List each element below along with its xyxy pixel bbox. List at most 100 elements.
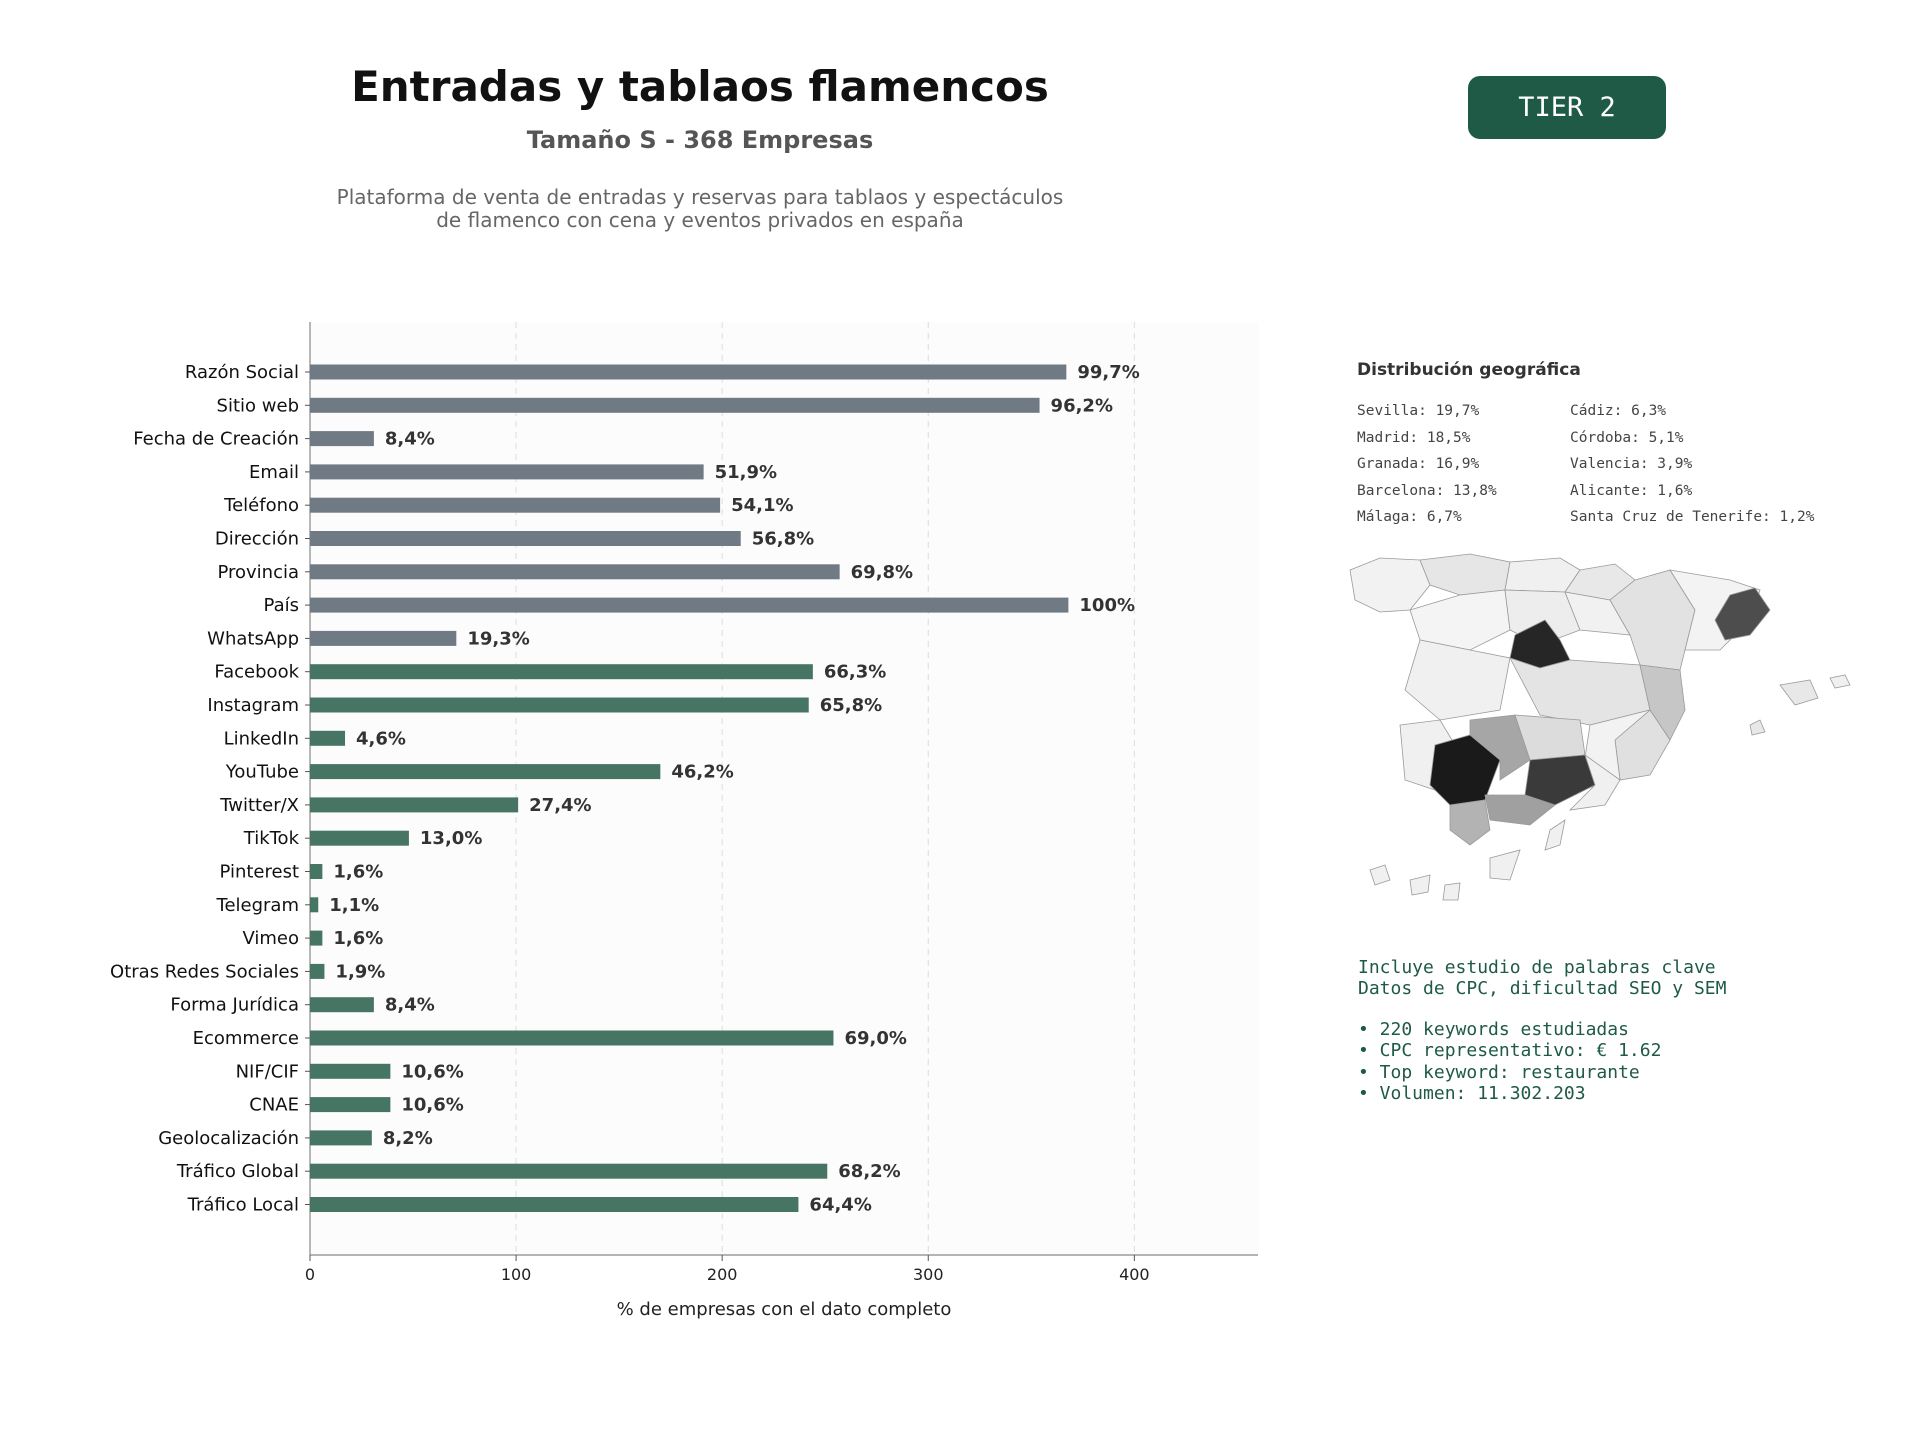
data-label: 68,2% — [838, 1161, 900, 1182]
data-label: 8,4% — [385, 995, 435, 1016]
y-tick-label: Forma Jurídica — [170, 995, 299, 1016]
data-label: 10,6% — [401, 1095, 463, 1116]
keywords-panel: Incluye estudio de palabras clave Datos … — [1358, 957, 1726, 1104]
map-region — [1442, 882, 1461, 901]
y-tick-label: WhatsApp — [207, 628, 299, 649]
bar — [310, 864, 323, 879]
bar — [310, 630, 457, 646]
y-tick-label: Twitter/X — [219, 795, 299, 816]
geo-item: Sevilla: 19,7% — [1357, 403, 1480, 419]
x-axis-title: % de empresas con el dato completo — [617, 1299, 952, 1320]
y-tick-label: Otras Redes Sociales — [110, 961, 299, 982]
data-label: 65,8% — [820, 695, 882, 716]
y-tick-label: Ecommerce — [193, 1028, 299, 1049]
tier-badge: TIER 2 — [1468, 76, 1666, 139]
bar — [310, 697, 809, 713]
data-label: 46,2% — [671, 762, 733, 783]
map-region — [1779, 679, 1819, 706]
y-tick-label: CNAE — [249, 1095, 299, 1116]
y-tick-label: YouTube — [225, 762, 299, 783]
bar — [310, 730, 346, 746]
map-region — [1409, 874, 1431, 896]
x-tick-label: 300 — [913, 1265, 944, 1284]
data-label: 1,6% — [333, 862, 383, 883]
y-tick-label: Tráfico Local — [187, 1195, 299, 1216]
y-tick-label: Teléfono — [223, 495, 299, 516]
keyword-bullet: • 220 keywords estudiadas — [1358, 1019, 1629, 1040]
map-region-granada — [1524, 754, 1596, 806]
bar — [310, 564, 840, 580]
data-label: 69,0% — [844, 1028, 906, 1049]
geo-list-left: Sevilla: 19,7% Madrid: 18,5% Granada: 16… — [1357, 398, 1497, 531]
data-label: 1,9% — [335, 961, 385, 982]
geo-item: Barcelona: 13,8% — [1357, 482, 1497, 499]
geo-item: Cádiz: 6,3% — [1570, 403, 1667, 419]
geo-title: Distribución geográfica — [1357, 360, 1581, 380]
data-label: 69,8% — [851, 562, 913, 583]
data-label: 19,3% — [467, 628, 529, 649]
y-tick-label: Provincia — [217, 562, 299, 583]
bar-chart: 0 100 200 300 400 % de empresas con el dato c… — [110, 322, 1258, 1320]
y-tick-label: Razón Social — [185, 362, 299, 383]
data-label: 96,2% — [1051, 395, 1113, 416]
data-label: 51,9% — [715, 462, 777, 483]
y-tick-label: Pinterest — [219, 862, 299, 883]
keywords-line-2: Datos de CPC, dificultad SEO y SEM — [1358, 978, 1727, 999]
map-region-barcelona — [1714, 587, 1771, 641]
data-label: 27,4% — [529, 795, 591, 816]
data-label: 1,1% — [329, 895, 379, 916]
geo-item: Málaga: 6,7% — [1357, 509, 1462, 525]
bar — [310, 897, 319, 913]
bar — [310, 930, 323, 946]
map-region-cadiz — [1449, 799, 1491, 846]
data-label: 4,6% — [356, 728, 406, 749]
data-label: 10,6% — [401, 1061, 463, 1082]
map-region — [1369, 864, 1391, 886]
y-tick-label: Email — [249, 462, 299, 483]
bar — [310, 531, 741, 546]
bar — [310, 1197, 799, 1212]
data-label: 54,1% — [731, 495, 793, 516]
x-tick-label: 400 — [1119, 1265, 1150, 1284]
bar — [310, 431, 374, 447]
y-tick-label: Tráfico Global — [176, 1161, 299, 1182]
y-tick-label: Dirección — [215, 529, 299, 550]
map-region — [1419, 553, 1511, 596]
description: Plataforma de venta de entradas y reserv… — [240, 186, 1160, 232]
geo-item: Granada: 16,9% — [1357, 456, 1480, 472]
map-region — [1544, 819, 1566, 851]
keyword-bullet: • CPC representativo: € 1.62 — [1358, 1040, 1662, 1062]
bar — [310, 597, 1069, 613]
bar — [310, 464, 704, 480]
y-tick-label: Sitio web — [217, 395, 299, 416]
data-label: 13,0% — [420, 828, 482, 849]
spain-map — [1349, 553, 1851, 901]
map-region — [1829, 674, 1851, 689]
data-label: 56,8% — [752, 529, 814, 550]
x-tick-label: 200 — [707, 1265, 738, 1284]
bar — [310, 1097, 391, 1113]
map-region — [1749, 719, 1766, 736]
y-tick-label: NIF/CIF — [236, 1061, 299, 1082]
geo-list-right: Cádiz: 6,3% Córdoba: 5,1% Valencia: 3,9%… — [1570, 398, 1814, 531]
keyword-bullet: • Top keyword: restaurante — [1358, 1061, 1640, 1083]
y-tick-label: País — [264, 595, 299, 616]
bar — [310, 797, 519, 813]
data-label: 1,6% — [333, 928, 383, 949]
geo-item: Alicante: 1,6% — [1570, 482, 1693, 499]
keyword-bullet: • Volumen: 11.302.203 — [1358, 1082, 1586, 1104]
map-region-malaga — [1484, 794, 1556, 826]
x-tick-label: 100 — [501, 1265, 532, 1284]
geo-item: Santa Cruz de Tenerife: 1,2% — [1570, 509, 1815, 525]
map-region — [1489, 849, 1521, 881]
y-tick-label: TikTok — [243, 828, 300, 849]
geo-item: Madrid: 18,5% — [1357, 429, 1471, 446]
y-tick-label: Instagram — [207, 695, 299, 716]
data-label: 66,3% — [824, 662, 886, 683]
geo-item: Valencia: 3,9% — [1570, 456, 1693, 472]
map-region — [1568, 753, 1621, 811]
data-label: 8,4% — [385, 429, 435, 450]
bar — [310, 397, 1040, 413]
description-line-1: Plataforma de venta de entradas y reserv… — [336, 185, 1064, 209]
bar — [310, 997, 374, 1013]
